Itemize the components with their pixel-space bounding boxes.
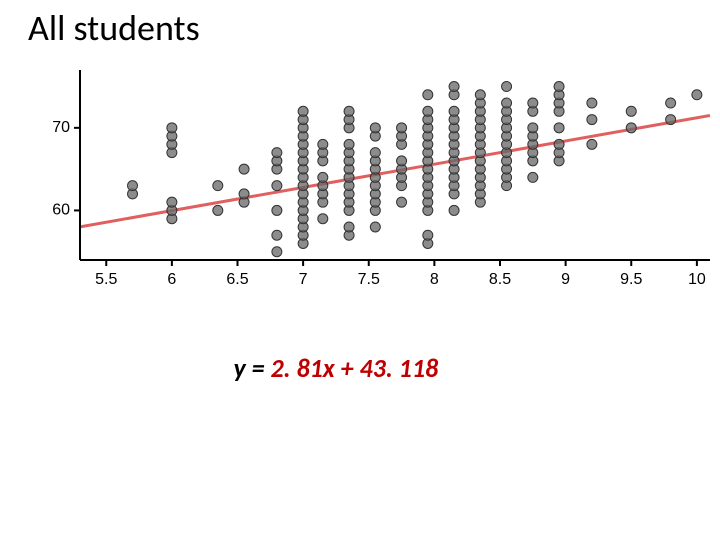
data-point — [370, 123, 380, 133]
data-point — [370, 148, 380, 158]
data-point — [370, 222, 380, 232]
data-point — [626, 123, 636, 133]
regression-equation: y = 2. 81x + 43. 118 — [210, 320, 438, 416]
data-point — [272, 247, 282, 257]
page-title: All students — [28, 6, 200, 50]
data-point — [449, 205, 459, 215]
x-tick-label: 7 — [299, 271, 308, 288]
x-tick-label: 10 — [688, 271, 706, 288]
data-point — [423, 106, 433, 116]
data-point — [554, 139, 564, 149]
data-point — [397, 123, 407, 133]
data-point — [397, 197, 407, 207]
data-point — [449, 82, 459, 92]
scatter-chart: 5.5 6 6.5 7 7.5 8 8.5 9 9.5 10 60 70 — [30, 70, 710, 300]
x-tick-label: 7.5 — [358, 271, 380, 288]
data-point — [298, 106, 308, 116]
equation-rhs: 2. 81x + 43. 118 — [270, 352, 438, 384]
data-point — [502, 82, 512, 92]
data-point — [213, 181, 223, 191]
data-point — [528, 172, 538, 182]
x-tick-label: 8 — [430, 271, 439, 288]
data-point — [344, 139, 354, 149]
data-point — [239, 164, 249, 174]
data-point — [666, 98, 676, 108]
data-point — [344, 222, 354, 232]
data-point — [272, 148, 282, 158]
data-point — [167, 197, 177, 207]
data-point — [528, 98, 538, 108]
data-point — [554, 82, 564, 92]
data-point — [502, 98, 512, 108]
data-point — [423, 230, 433, 240]
data-point — [167, 123, 177, 133]
data-point — [397, 156, 407, 166]
data-point — [475, 90, 485, 100]
x-tick-label: 5.5 — [95, 271, 117, 288]
equation-y: y = — [234, 352, 271, 384]
x-tick-label: 6 — [167, 271, 176, 288]
y-tick-label: 60 — [52, 202, 70, 219]
data-point — [318, 214, 328, 224]
x-tick-label: 9 — [561, 271, 570, 288]
data-point — [528, 123, 538, 133]
data-point — [554, 123, 564, 133]
x-tick-label: 8.5 — [489, 271, 511, 288]
data-point — [449, 106, 459, 116]
data-point — [626, 106, 636, 116]
data-point — [318, 172, 328, 182]
data-point — [666, 115, 676, 125]
data-point — [239, 189, 249, 199]
data-point — [272, 181, 282, 191]
x-tick-label: 9.5 — [620, 271, 642, 288]
x-tick-label: 6.5 — [226, 271, 248, 288]
data-point — [587, 98, 597, 108]
data-point — [692, 90, 702, 100]
y-tick-label: 70 — [52, 119, 70, 136]
data-point — [587, 139, 597, 149]
data-point — [344, 106, 354, 116]
data-point — [423, 90, 433, 100]
data-point — [272, 205, 282, 215]
data-point — [213, 205, 223, 215]
data-point — [318, 139, 328, 149]
data-point — [128, 181, 138, 191]
data-point — [272, 230, 282, 240]
data-point — [587, 115, 597, 125]
